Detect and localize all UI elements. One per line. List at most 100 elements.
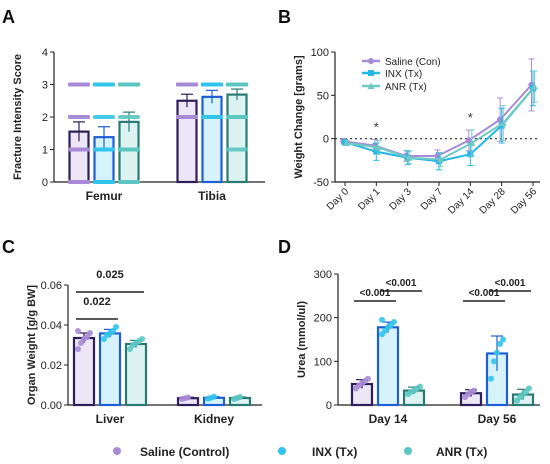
c-y-tick-label: 0.02 (41, 360, 62, 372)
b-data-point (405, 154, 413, 161)
d-data-point (379, 316, 385, 323)
a-x-tick-label: Femur (86, 189, 123, 203)
a-y-tick-label: 3 (42, 80, 48, 92)
b-data-point (468, 139, 476, 146)
b-y-tick-label: -50 (313, 177, 329, 189)
c-y-tick-label: 0.04 (41, 320, 62, 332)
panel-letter-d: D (278, 237, 291, 257)
a-bar-2-1 (226, 93, 248, 184)
b-significance-star: * (374, 120, 379, 135)
b-legend-label-2: ANR (Tx) (385, 82, 427, 93)
panel-letter-b: B (278, 7, 291, 27)
d-significance-label: <0.001 (386, 278, 417, 289)
a-bar-1-1 (201, 95, 223, 184)
c-x-tick-label: Kidney (194, 412, 234, 426)
d-y-tick-label: 100 (314, 356, 332, 368)
b-data-point (373, 148, 380, 155)
d-data-point (391, 319, 397, 326)
d-data-point (365, 375, 371, 382)
d-bar-1-0 (376, 326, 400, 407)
d-significance-label: <0.001 (469, 288, 500, 299)
c-data-point (237, 394, 243, 400)
panel-a-fracture-chart: 0 1 2 3 4 Fracture Intensity Score Femur Tibia (12, 47, 265, 203)
a-bar-0-1 (176, 99, 198, 184)
c-bar-1-0 (98, 332, 122, 407)
legend-saline-marker (113, 447, 121, 455)
panel-d-urea-chart: 0 100 200 300 Urea (mmol/ul) Day 14 Day 56 <0.0… (296, 269, 540, 426)
d-data-point (497, 340, 503, 347)
d-data-point (488, 375, 494, 382)
b-data-point (374, 143, 382, 151)
d-y-label: Urea (mmol/ul) (296, 301, 308, 378)
b-x-tick-label: Day 14 (446, 186, 476, 216)
b-y-tick-label: 50 (317, 90, 329, 102)
d-y-tick-label: 300 (314, 269, 332, 281)
d-data-point (494, 349, 500, 356)
panel-letter-c: C (2, 237, 15, 257)
b-x-tick-label: Day 0 (325, 186, 352, 213)
b-legend-marker (368, 58, 374, 64)
a-y-tick-label: 4 (42, 47, 48, 59)
d-x-tick-label: Day 14 (369, 412, 408, 426)
c-y-tick-label: 0.00 (41, 400, 62, 412)
d-data-point (526, 385, 532, 392)
a-y-label: Fracture Intensity Score (12, 54, 24, 180)
b-data-point (499, 119, 507, 127)
c-significance-label: 0.022 (83, 296, 111, 308)
panel-letter-a: A (2, 7, 15, 27)
legend-anr-label: ANR (Tx) (436, 445, 487, 459)
b-x-tick-label: Day 3 (388, 186, 415, 213)
d-data-point (491, 358, 497, 365)
d-data-point (500, 336, 506, 343)
b-x-tick-label: Day 1 (356, 186, 383, 213)
a-y-tick-label: 0 (42, 177, 48, 189)
c-data-point (211, 393, 217, 400)
b-data-point (467, 151, 474, 158)
b-data-point (531, 83, 538, 90)
bottom-legend: Saline (Control) INX (Tx) ANR (Tx) (113, 445, 487, 459)
c-data-point (139, 336, 145, 342)
a-y-tick-label: 2 (42, 112, 48, 124)
legend-saline-label: Saline (Control) (140, 445, 229, 459)
b-y-tick-label: 0 (323, 134, 329, 146)
d-significance-label: <0.001 (360, 288, 391, 299)
c-data-point (75, 328, 81, 334)
d-data-point (471, 387, 477, 394)
c-data-point (185, 394, 191, 401)
c-data-point (75, 346, 81, 352)
b-x-tick-label: Day 56 (509, 186, 539, 216)
b-data-point (437, 155, 444, 163)
c-data-point (113, 324, 119, 330)
a-y-tick-label: 1 (42, 145, 48, 157)
d-y-tick-label: 200 (314, 313, 332, 325)
b-x-tick-label: Day 7 (419, 186, 446, 213)
d-significance-label: <0.001 (495, 278, 526, 289)
c-x-tick-label: Liver (96, 412, 125, 426)
d-y-tick-label: 0 (326, 400, 332, 412)
d-x-tick-label: Day 56 (478, 412, 517, 426)
d-data-point (417, 383, 423, 390)
a-x-tick-label: Tibia (198, 189, 226, 203)
legend-inx-label: INX (Tx) (312, 445, 357, 459)
legend-anr-marker (404, 447, 412, 455)
b-significance-star: * (468, 110, 473, 125)
b-legend-label-0: Saline (Con) (385, 57, 441, 68)
b-legend-label-1: INX (Tx) (385, 69, 422, 80)
c-data-point (87, 330, 93, 336)
c-y-label: Organ Weight [g/g BW] (26, 285, 38, 406)
b-data-point (343, 139, 350, 146)
c-significance-label: 0.025 (96, 269, 124, 281)
b-legend-marker (367, 82, 375, 89)
c-y-tick-label: 0.06 (41, 280, 62, 292)
b-y-tick-label: 100 (311, 47, 329, 59)
c-bar-2-0 (124, 342, 148, 407)
b-data-point (465, 137, 473, 144)
b-y-label: Weight Change [grams] (293, 55, 305, 179)
b-data-point (342, 139, 348, 146)
legend-inx-marker (278, 447, 286, 455)
b-x-tick-label: Day 28 (478, 186, 508, 216)
b-legend-marker (368, 70, 374, 76)
